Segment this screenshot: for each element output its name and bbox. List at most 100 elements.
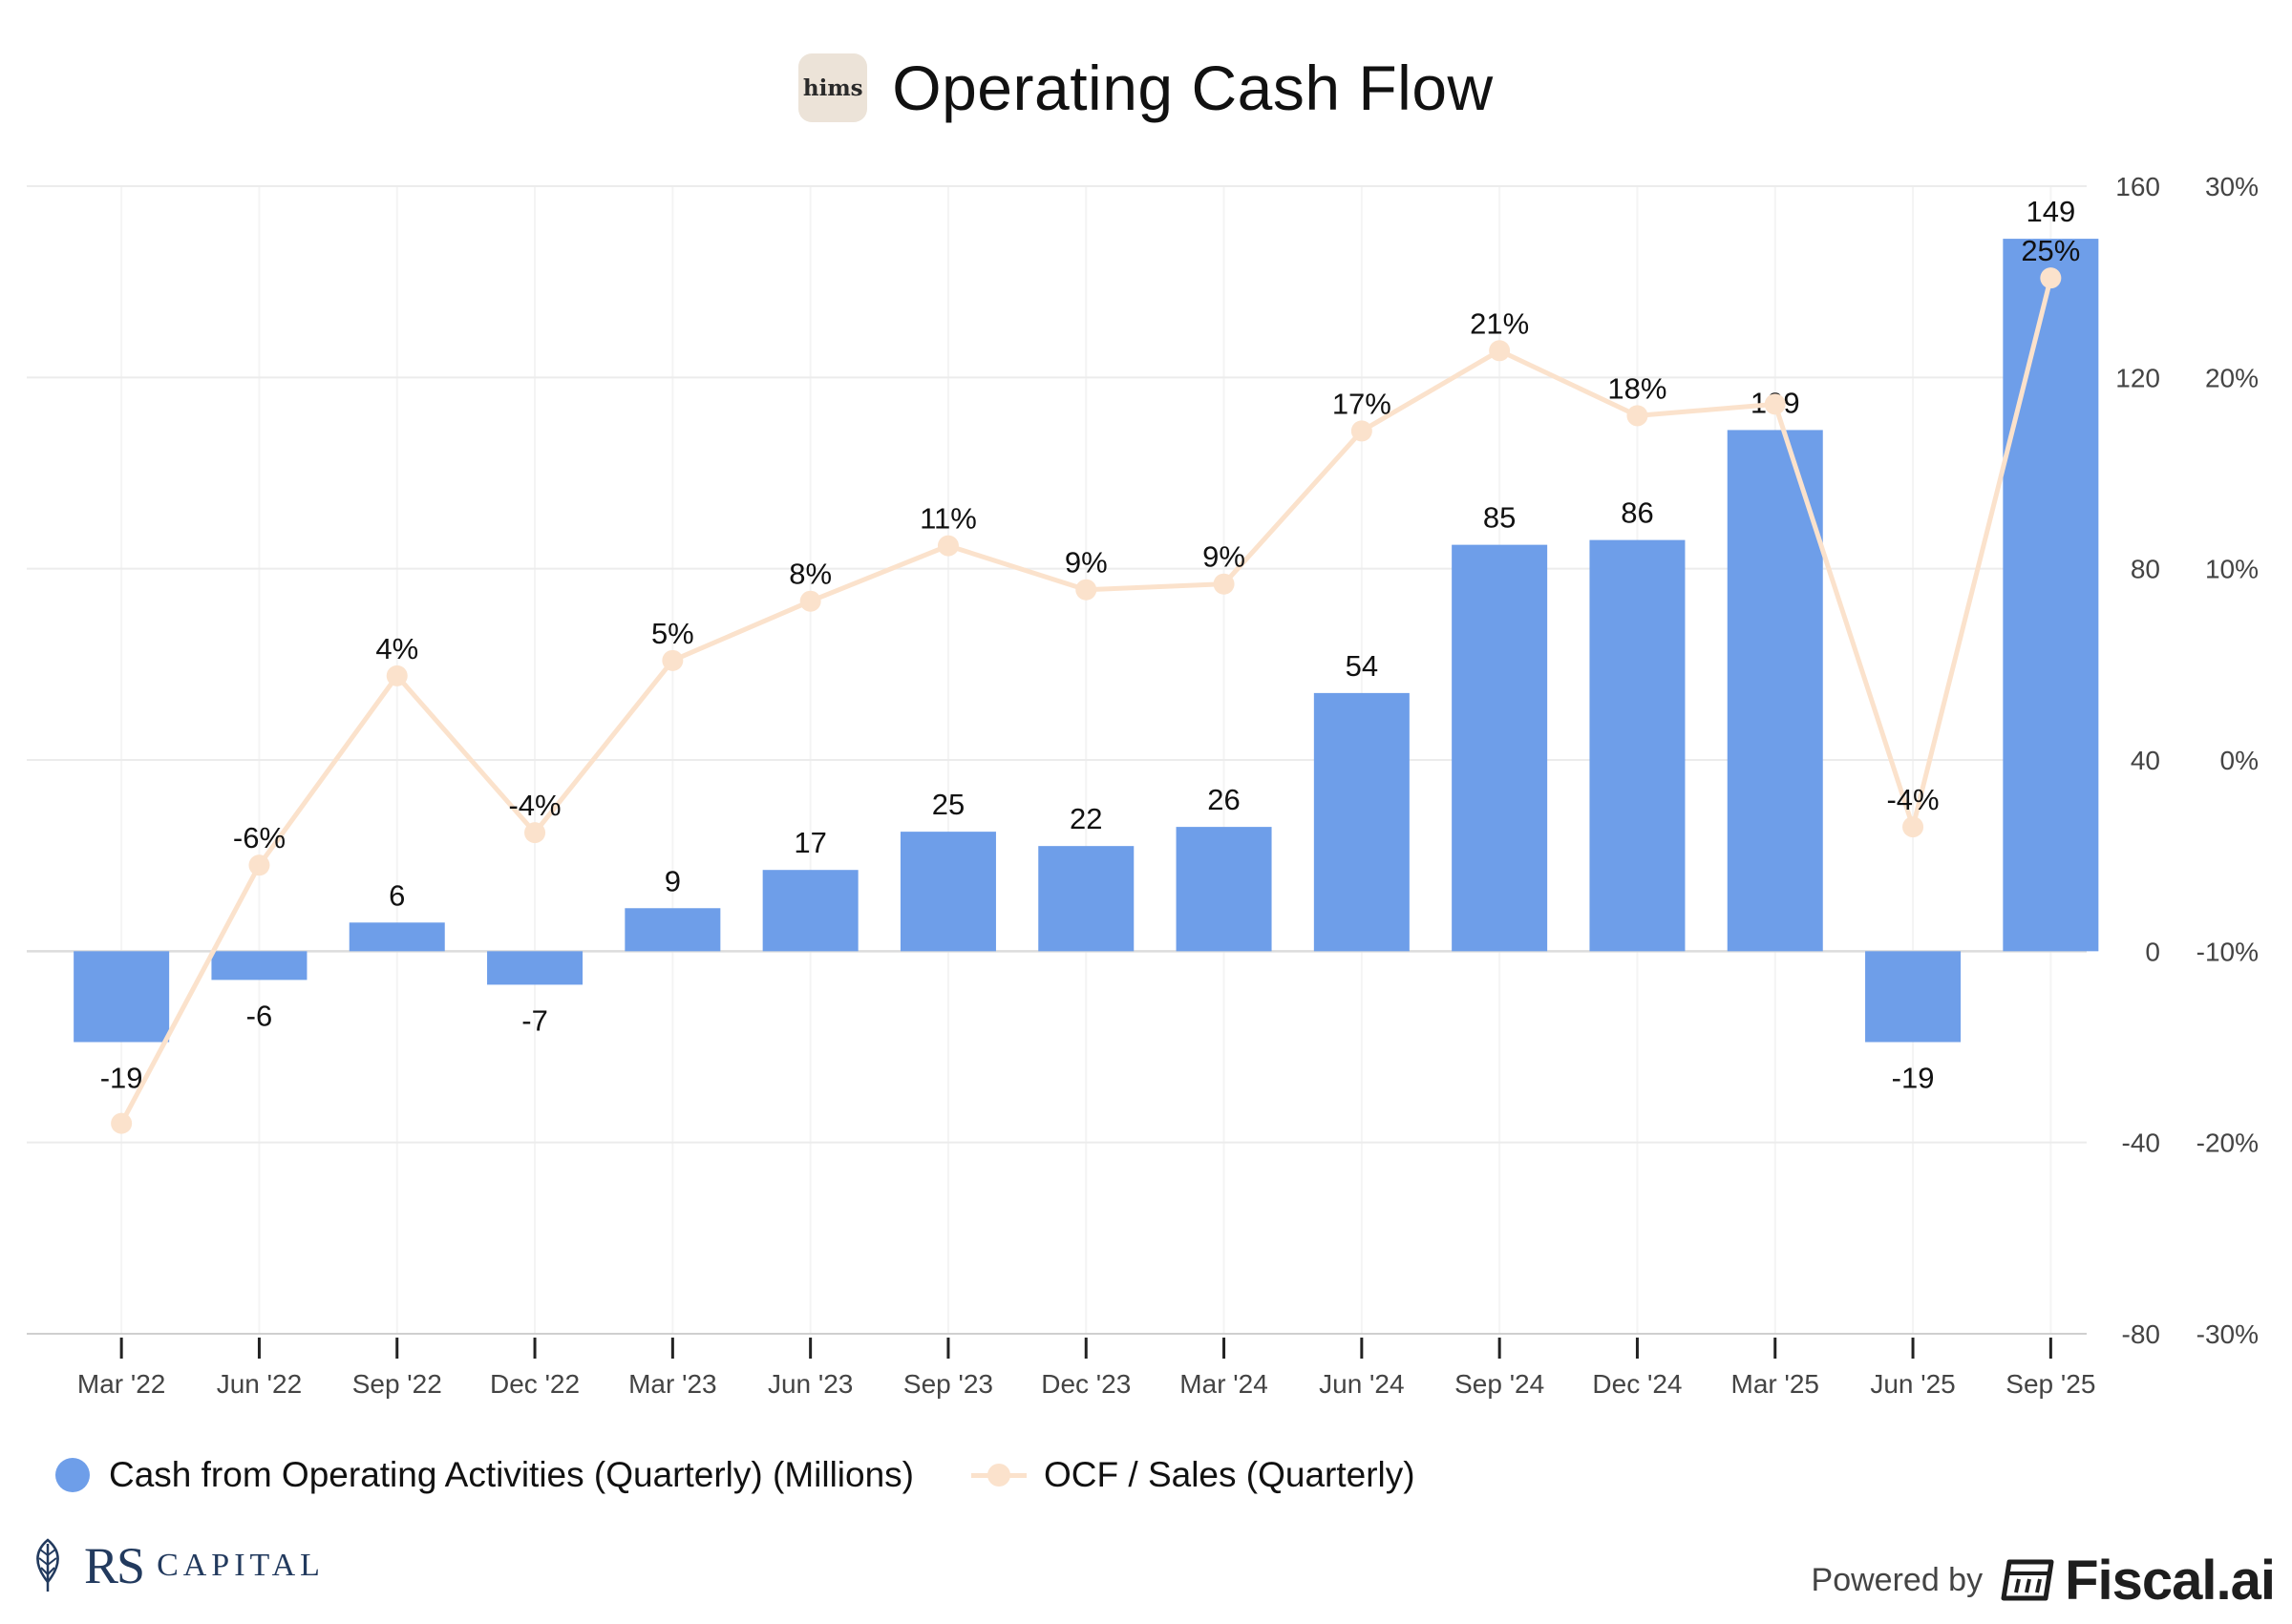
y-left-tick-label: 120 — [2115, 363, 2160, 392]
bar-data-label: 6 — [389, 878, 405, 912]
bar-cash-from-operations — [762, 870, 859, 952]
x-axis-tick-label: Sep '23 — [903, 1369, 993, 1399]
fiscal-logo-icon — [2001, 1559, 2054, 1601]
brand-name: CAPITAL — [157, 1548, 325, 1583]
line-data-label: 8% — [789, 558, 832, 591]
bar-data-label: -6 — [246, 999, 273, 1032]
x-axis-tick-label: Sep '25 — [2006, 1369, 2095, 1399]
line-point-ocf-sales — [662, 649, 684, 671]
bar-data-label: 149 — [2026, 195, 2075, 228]
y-right-tick-label: -20% — [2196, 1128, 2259, 1158]
bar-cash-from-operations — [1313, 692, 1410, 952]
line-point-ocf-sales — [2040, 267, 2062, 289]
brand-monogram: RS — [84, 1537, 145, 1594]
bar-data-label: -7 — [521, 1003, 548, 1037]
x-axis-tick-label: Jun '24 — [1319, 1369, 1404, 1399]
legend-item-cash-from-operations[interactable]: Cash from Operating Activities (Quarterl… — [55, 1455, 914, 1495]
x-axis-tick-label: Mar '22 — [77, 1369, 166, 1399]
bar-data-label: -19 — [100, 1061, 143, 1094]
bar-cash-from-operations — [211, 951, 308, 981]
bar-cash-from-operations — [1176, 827, 1272, 952]
bar-data-label: 22 — [1070, 802, 1102, 835]
y-right-tick-label: -10% — [2196, 937, 2259, 966]
bar-data-label: 26 — [1207, 783, 1240, 816]
line-point-ocf-sales — [248, 854, 270, 876]
line-point-ocf-sales — [524, 822, 546, 844]
bar-cash-from-operations — [1727, 430, 1823, 952]
y-left-tick-label: 160 — [2115, 172, 2160, 201]
y-right-tick-label: 20% — [2205, 363, 2259, 392]
x-axis-tick-label: Dec '23 — [1041, 1369, 1131, 1399]
y-right-tick-label: 0% — [2220, 746, 2259, 775]
bar-cash-from-operations — [625, 908, 721, 952]
line-data-label: 18% — [1607, 371, 1666, 405]
fiscal-brand-name: Fiscal.ai — [2065, 1549, 2276, 1612]
legend-item-ocf-sales[interactable]: OCF / Sales (Quarterly) — [971, 1455, 1415, 1495]
line-point-ocf-sales — [1626, 405, 1648, 427]
bar-cash-from-operations — [2003, 239, 2099, 952]
y-right-tick-label: 10% — [2205, 555, 2259, 584]
bar-data-label: 25 — [932, 788, 965, 821]
line-data-label: -4% — [508, 789, 561, 822]
y-left-tick-label: -40 — [2122, 1128, 2160, 1158]
bar-data-label: 86 — [1621, 496, 1653, 530]
y-right-tick-label: 30% — [2205, 172, 2259, 201]
line-data-label: -6% — [233, 821, 286, 854]
legend-line-swatch — [971, 1458, 1027, 1492]
line-point-ocf-sales — [1489, 340, 1511, 362]
legend-label-line: OCF / Sales (Quarterly) — [1044, 1455, 1415, 1494]
line-data-label: 5% — [651, 617, 694, 650]
line-data-label: 25% — [2021, 234, 2080, 267]
y-left-tick-label: -80 — [2122, 1319, 2160, 1349]
chart-legend: Cash from Operating Activities (Quarterl… — [55, 1446, 1473, 1504]
x-axis-tick-label: Mar '25 — [1731, 1369, 1820, 1399]
y-left-tick-label: 40 — [2131, 746, 2160, 775]
line-data-label: 9% — [1065, 546, 1108, 580]
bar-cash-from-operations — [1038, 846, 1135, 952]
line-data-label: 9% — [1202, 540, 1245, 574]
bar-cash-from-operations — [900, 832, 996, 952]
chart-title: Operating Cash Flow — [892, 53, 1494, 123]
x-axis-tick-label: Jun '22 — [217, 1369, 302, 1399]
x-axis-tick-label: Jun '23 — [768, 1369, 853, 1399]
line-point-ocf-sales — [1350, 420, 1372, 442]
leaf-icon — [36, 1538, 59, 1592]
bar-cash-from-operations — [74, 951, 170, 1043]
line-point-ocf-sales — [799, 590, 821, 612]
company-logo: hims — [798, 53, 868, 122]
x-axis-tick-label: Sep '24 — [1454, 1369, 1544, 1399]
powered-by-label: Powered by — [1811, 1561, 1984, 1598]
x-axis-tick-label: Mar '24 — [1179, 1369, 1268, 1399]
x-axis-tick-label: Sep '22 — [352, 1369, 442, 1399]
chart-header: hims Operating Cash Flow — [0, 42, 2292, 134]
bar-cash-from-operations — [487, 951, 584, 985]
bar-cash-from-operations — [1865, 951, 1962, 1043]
bar-data-label: 17 — [794, 826, 826, 859]
bar-data-label: -19 — [1892, 1061, 1935, 1094]
x-axis-tick-label: Dec '22 — [490, 1369, 580, 1399]
chart-plot: -80 -40 0 40 80 120 160 -30% -20% -10% 0% 10% 20% 30%… — [27, 172, 2259, 1399]
line-data-label: 17% — [1332, 387, 1391, 420]
x-axis-tick-label: Jun '25 — [1870, 1369, 1955, 1399]
x-axis-tick-label: Dec '24 — [1592, 1369, 1682, 1399]
line-point-ocf-sales — [111, 1112, 133, 1134]
line-data-label: 11% — [920, 502, 977, 536]
line-point-ocf-sales — [1075, 579, 1097, 601]
powered-by-fiscal: Powered by Fiscal.ai — [1811, 1547, 2276, 1613]
line-data-label: -4% — [1886, 783, 1939, 816]
y-left-tick-label: 80 — [2131, 555, 2160, 584]
bar-data-label: 9 — [665, 864, 681, 897]
bar-cash-from-operations — [349, 922, 445, 952]
bar-cash-from-operations — [1589, 539, 1686, 952]
line-point-ocf-sales — [386, 664, 408, 686]
line-point-ocf-sales — [1764, 393, 1786, 415]
bar-data-label: 85 — [1483, 501, 1516, 535]
legend-label-bar: Cash from Operating Activities (Quarterl… — [109, 1455, 914, 1494]
line-point-ocf-sales — [937, 535, 959, 557]
bar-data-label: 54 — [1346, 649, 1378, 683]
y-right-tick-label: -30% — [2196, 1319, 2259, 1349]
line-point-ocf-sales — [1902, 816, 1924, 838]
line-data-label: 4% — [375, 632, 418, 665]
legend-bar-swatch — [55, 1458, 90, 1492]
rs-capital-brand: RS CAPITAL — [29, 1532, 325, 1599]
